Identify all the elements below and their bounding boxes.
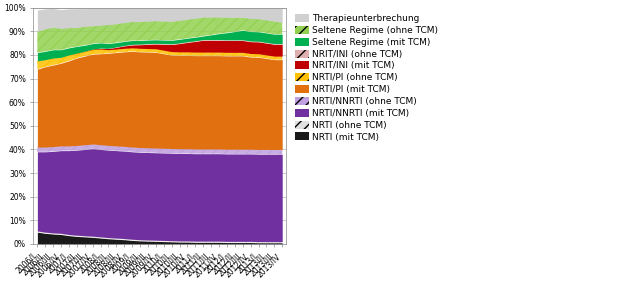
Legend: Therapieunterbrechung, Seltene Regime (ohne TCM), Seltene Regime (mit TCM), NRIT: Therapieunterbrechung, Seltene Regime (o… <box>293 12 440 143</box>
